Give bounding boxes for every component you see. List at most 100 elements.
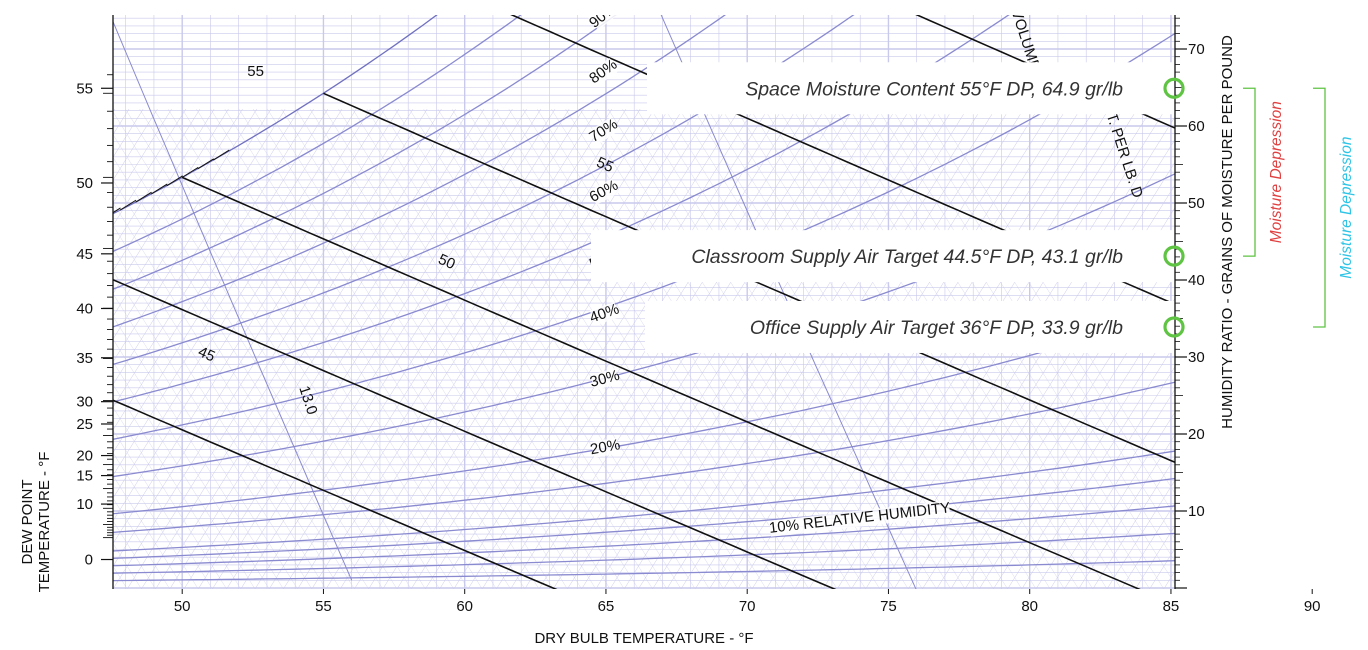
grid-diag bbox=[382, 108, 684, 589]
grid-diag bbox=[113, 156, 383, 589]
rh-label-bg bbox=[588, 15, 619, 31]
bracket-label: Moisture Depression bbox=[1268, 101, 1285, 243]
x-tick-label: 50 bbox=[174, 598, 191, 615]
grid-diag bbox=[113, 108, 258, 340]
wet-bulb-line-40 bbox=[113, 399, 558, 589]
right-tick-label: 30 bbox=[1188, 349, 1205, 366]
grid-diag bbox=[113, 108, 385, 545]
grid-diag bbox=[466, 108, 767, 589]
rh-curve-8 bbox=[113, 477, 1175, 560]
left-tick-label: 0 bbox=[85, 552, 93, 569]
wet-bulb-line-55 bbox=[323, 92, 1175, 464]
grid-diag bbox=[197, 108, 499, 589]
relative-humidity-curves bbox=[113, 15, 1175, 582]
grid-diag bbox=[113, 108, 215, 272]
grid-diag bbox=[113, 338, 270, 589]
grid-diag bbox=[238, 108, 540, 589]
right-tick-label: 70 bbox=[1188, 41, 1205, 58]
grid-diag bbox=[167, 108, 469, 589]
grid-diag bbox=[113, 108, 243, 317]
y-axis-title-left-line2: TEMPERATURE - °F bbox=[36, 452, 53, 593]
rh-label: 30% bbox=[588, 367, 621, 391]
rh-label-bg bbox=[588, 117, 620, 145]
wet-bulb-label: 45 bbox=[196, 343, 218, 365]
wet-bulb-line-45 bbox=[113, 278, 837, 589]
x-tick-label: 65 bbox=[598, 598, 615, 615]
grid-diag bbox=[311, 108, 613, 589]
grid-diag bbox=[268, 108, 570, 589]
grid-diag bbox=[1149, 547, 1175, 589]
grid-diag bbox=[224, 108, 525, 589]
grid-diag bbox=[0, 109, 14, 589]
grid-diag bbox=[155, 108, 456, 589]
left-tick-label: 55 bbox=[76, 80, 93, 97]
grid-diag bbox=[113, 108, 172, 204]
grid-diag bbox=[410, 108, 712, 589]
grid-diag bbox=[113, 293, 298, 589]
saturation-hatch bbox=[113, 149, 230, 214]
wet-bulb-label: 40 bbox=[46, 400, 68, 422]
x-tick-label: 85 bbox=[1163, 598, 1180, 615]
rh-label-group: 20% bbox=[589, 436, 622, 458]
grid-diag bbox=[240, 108, 542, 589]
rh-curve-90 bbox=[113, 15, 522, 253]
left-tick-label: 30 bbox=[76, 394, 93, 411]
rh-curve-6 bbox=[113, 505, 1175, 567]
grid-diag bbox=[0, 109, 15, 589]
grid-diag bbox=[113, 225, 341, 589]
rh-curve-15 bbox=[113, 381, 1175, 534]
callout-box bbox=[591, 230, 1175, 283]
left-tick-label: 20 bbox=[76, 448, 93, 465]
rh-label-bg bbox=[589, 302, 620, 326]
volume-label: 13.0 bbox=[295, 384, 320, 417]
hatch-mark bbox=[135, 191, 152, 203]
grid-diag bbox=[226, 108, 527, 589]
grid-diag bbox=[1078, 434, 1175, 589]
grid-diag bbox=[1035, 366, 1175, 589]
grid-diag bbox=[141, 108, 442, 589]
grid-diag bbox=[182, 108, 483, 589]
grid-diag bbox=[196, 108, 497, 589]
y-axis-title-right: HUMIDITY RATIO - GRAINS OF MOISTURE PER … bbox=[1219, 35, 1236, 429]
grid-diag bbox=[425, 108, 726, 589]
bracket-label: Moisture Depression bbox=[1338, 137, 1355, 279]
callouts: Space Moisture Content 55°F DP, 64.9 gr/… bbox=[591, 62, 1175, 353]
rh-curve-50 bbox=[113, 15, 1010, 403]
grid-diag bbox=[113, 475, 185, 589]
grid-diag bbox=[113, 316, 284, 589]
hatch-mark bbox=[150, 183, 168, 195]
grid-diag bbox=[338, 108, 639, 589]
right-tick-label: 60 bbox=[1188, 118, 1205, 135]
right-tick-label: 10 bbox=[1188, 503, 1205, 520]
grid-diag bbox=[283, 108, 584, 589]
right-annotations: Moisture Depression Moisture Depression bbox=[1163, 77, 1355, 338]
grid-diag bbox=[339, 108, 641, 589]
grid-diag bbox=[183, 108, 485, 589]
right-tick-label: 20 bbox=[1188, 426, 1205, 443]
volume-line-13 bbox=[113, 20, 353, 581]
grid-diag bbox=[113, 108, 400, 567]
grid-diag bbox=[480, 108, 781, 589]
grid-diag bbox=[113, 406, 227, 589]
hatch-mark bbox=[119, 199, 137, 211]
rh-curve-70 bbox=[113, 15, 727, 328]
grid-diag bbox=[113, 108, 371, 522]
left-tick-label: 50 bbox=[76, 175, 93, 192]
grid-diag bbox=[324, 108, 625, 589]
bracket-line bbox=[1243, 87, 1256, 257]
volume-label: T. PER LB. D bbox=[1103, 111, 1147, 200]
saturation-temp-label: 55 bbox=[247, 63, 264, 80]
right-tick-label: 50 bbox=[1188, 195, 1205, 212]
x-tick-label: 80 bbox=[1021, 598, 1038, 615]
grid-diag bbox=[409, 108, 710, 589]
grid-diag bbox=[210, 108, 511, 589]
rh-curve-20 bbox=[113, 312, 1175, 515]
x-tick-label: 75 bbox=[880, 598, 897, 615]
grid-diag bbox=[352, 108, 653, 589]
wet-bulb-line-75 bbox=[889, 0, 1368, 265]
grid-diag bbox=[113, 108, 229, 295]
x-tick-label: 70 bbox=[739, 598, 756, 615]
bracket-line bbox=[1313, 87, 1326, 328]
rh-label-group: 40% bbox=[587, 300, 621, 326]
rh-label-bg bbox=[588, 178, 620, 205]
